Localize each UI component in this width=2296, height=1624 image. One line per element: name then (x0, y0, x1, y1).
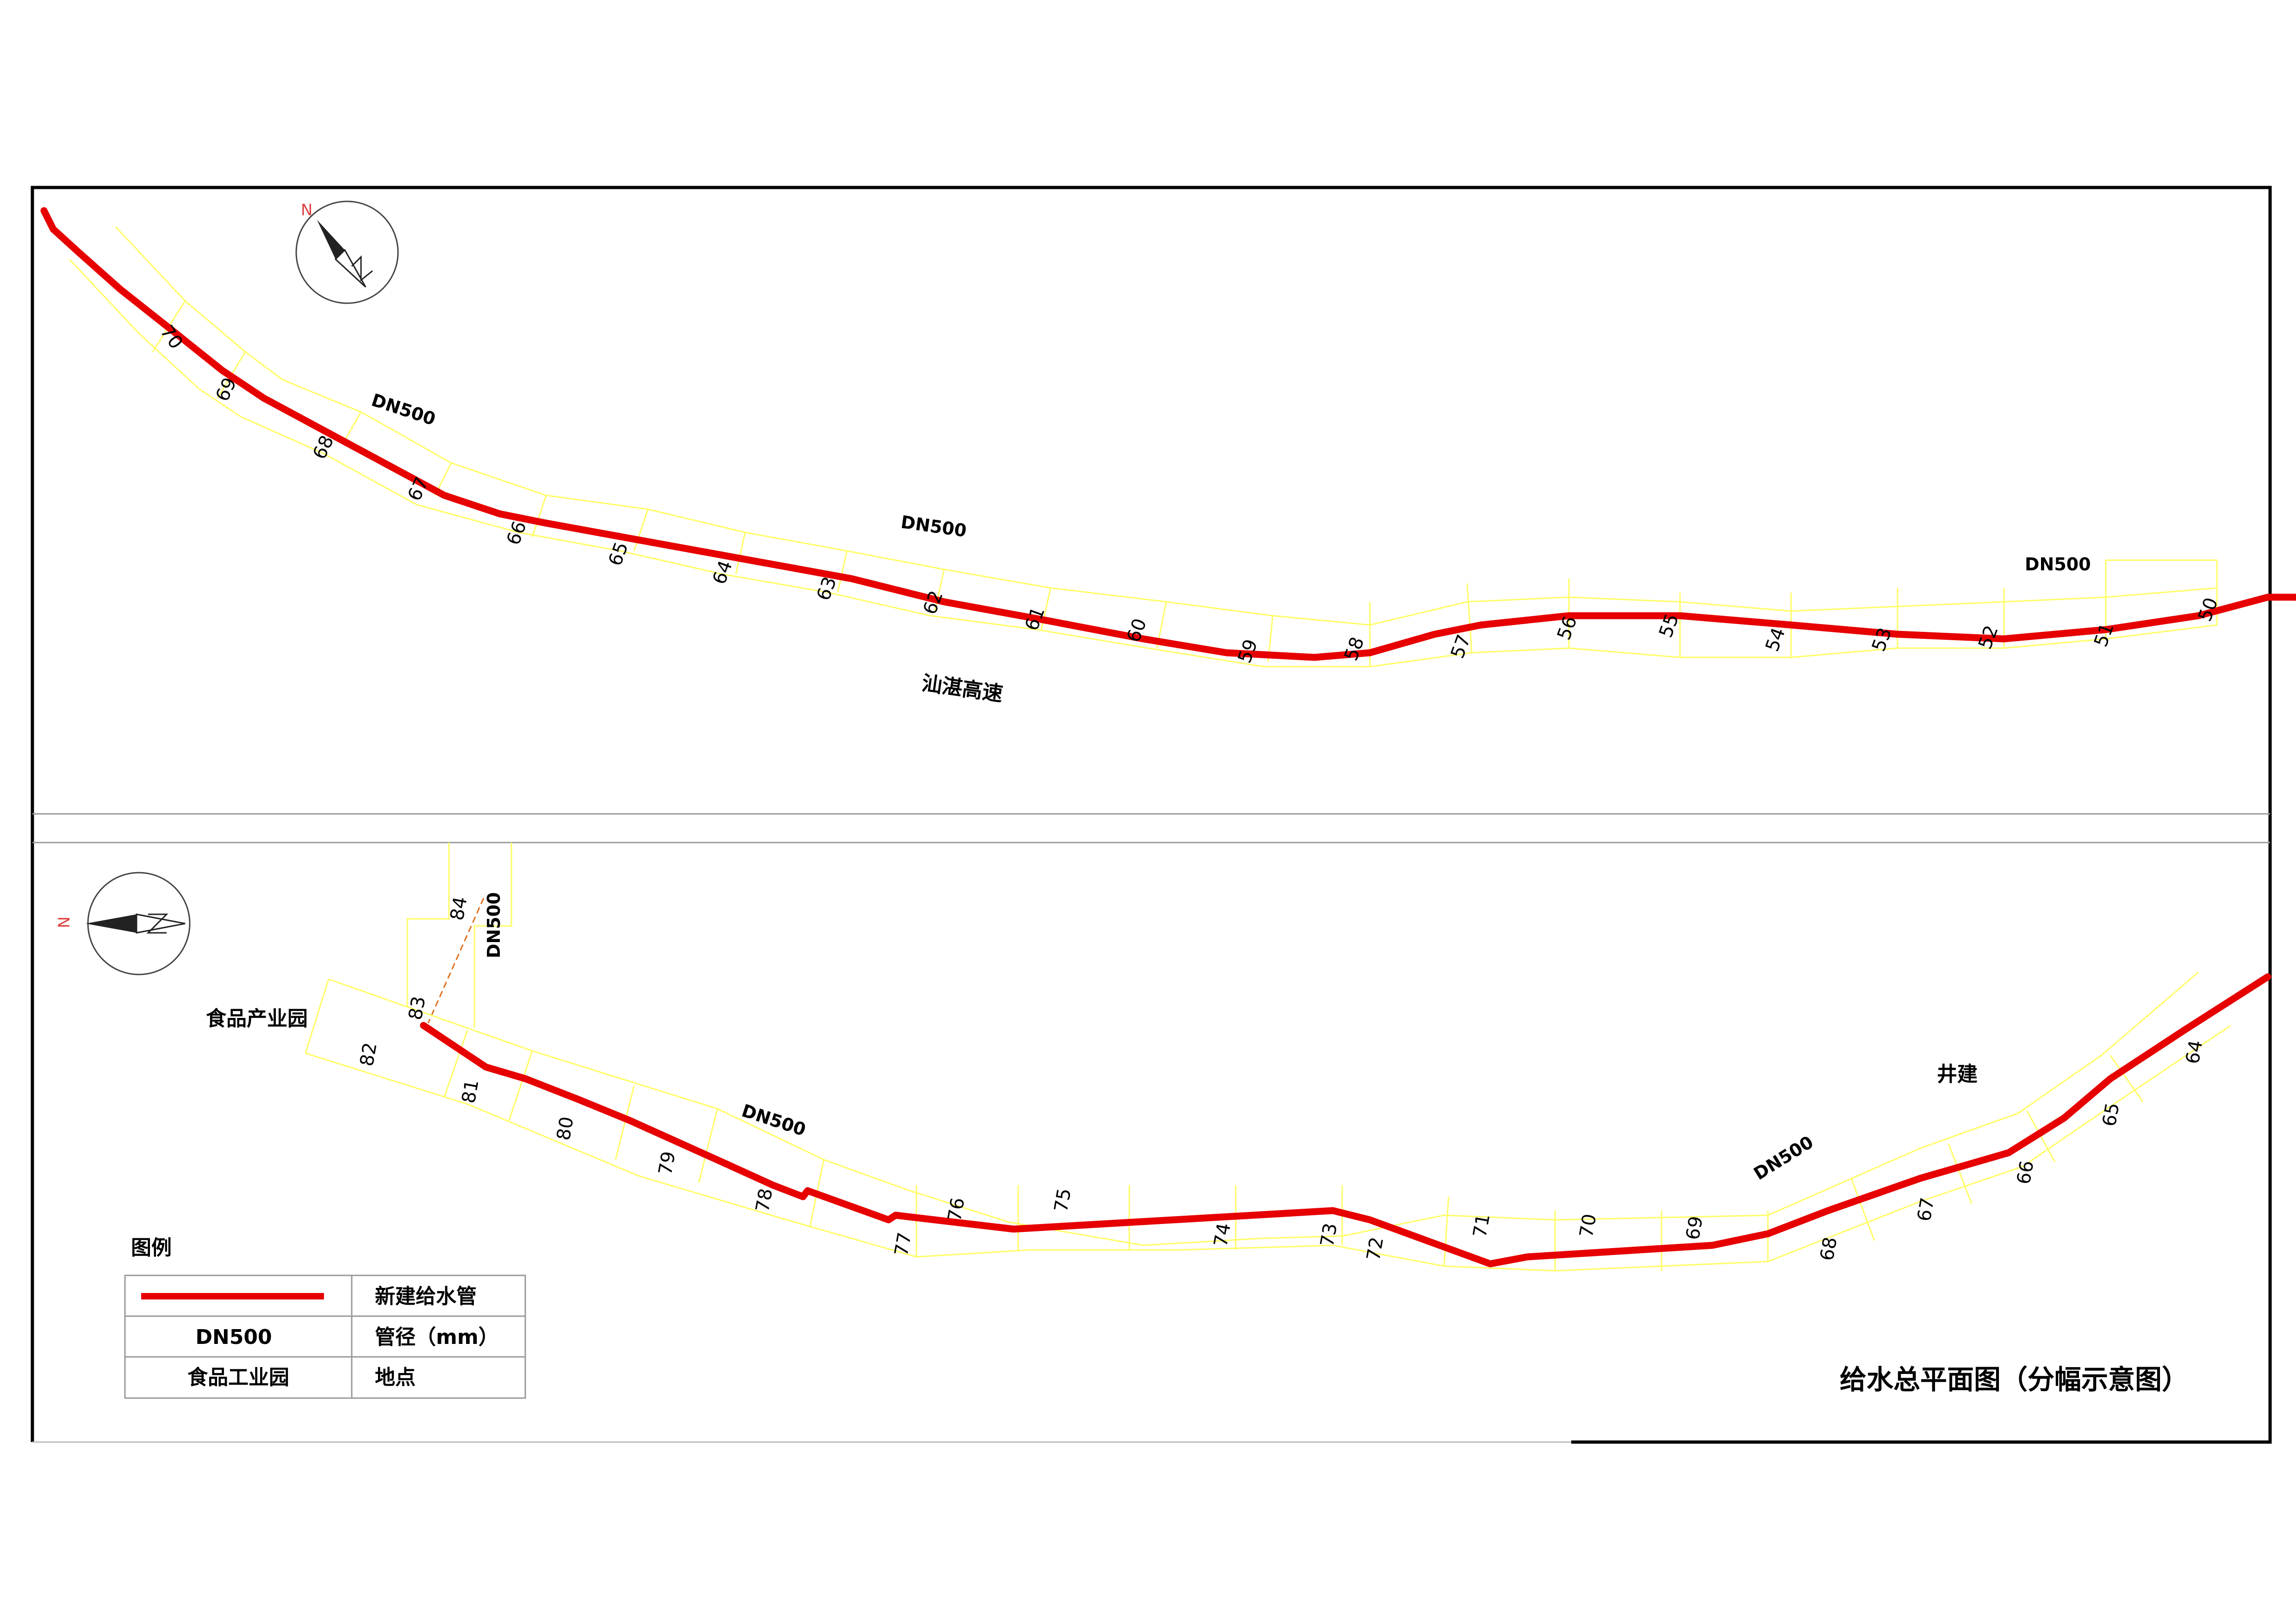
bottom-sheet-number: 76 (944, 1196, 969, 1223)
bottom-sheet-number: 77 (891, 1231, 916, 1258)
bottom-sheet-number: 79 (655, 1150, 680, 1177)
bottom-pipe-label: DN500 (484, 892, 504, 958)
bottom-sheet-number: 81 (458, 1078, 483, 1105)
bottom-sheet-number: 65 (2099, 1101, 2124, 1128)
place-label-food-park: 食品产业园 (206, 1007, 308, 1031)
drawing-title: 给水总平面图（分幅示意图） (1840, 1364, 2189, 1395)
legend-symbol-text: DN500 (195, 1325, 272, 1349)
bottom-sheet-outlines (305, 971, 2231, 1272)
top-sheet-outlines (68, 226, 2218, 668)
top-sheet-number: 58 (1340, 634, 1369, 664)
bottom-panel: 84 83 82 81 80 79 78 77 76 75 74 73 72 7… (55, 843, 2271, 1272)
top-sheet-number: 62 (919, 588, 947, 618)
bottom-sheet-number: 69 (1682, 1215, 1707, 1242)
bottom-sheet-number: 84 (447, 895, 472, 922)
top-sheet-number: 65 (604, 539, 633, 569)
bottom-sheet-number: 75 (1051, 1187, 1076, 1214)
top-sheet-number: 70 (156, 321, 187, 353)
north-letter: N (301, 201, 312, 219)
legend-desc: 新建给水管 (375, 1285, 477, 1308)
bottom-sheet-number: 68 (1817, 1236, 1842, 1262)
bottom-sheet-number: 73 (1317, 1222, 1342, 1249)
bottom-sheet-number: 64 (2182, 1039, 2207, 1066)
legend-desc: 管径（mm） (375, 1325, 499, 1349)
top-sheet-number: 66 (503, 518, 531, 548)
top-sheet-number: 61 (1021, 604, 1049, 634)
top-sheet-numbers: 70 69 68 67 66 65 64 63 62 61 60 59 58 5… (156, 321, 2222, 666)
top-sheet-number: 59 (1234, 637, 1262, 666)
legend: 图例 新建给水管 DN500 管径（mm） 食品工业园 地点 (124, 1236, 526, 1399)
top-sheet-number: 50 (2194, 595, 2222, 625)
bottom-sheet-number: 66 (2013, 1159, 2038, 1186)
top-sheet-number: 51 (2090, 620, 2118, 650)
north-arrow-icon (86, 914, 137, 933)
top-water-pipe (40, 207, 2296, 661)
bottom-sheet-number: 74 (1210, 1222, 1235, 1249)
bottom-pipe-label: DN500 (739, 1100, 808, 1140)
bottom-sheet-number: 72 (1363, 1236, 1388, 1262)
top-sheet-number: 54 (1761, 625, 1790, 655)
bottom-sheet-number: 70 (1576, 1212, 1601, 1239)
legend-desc: 地点 (375, 1366, 416, 1389)
top-panel: 70 69 68 67 66 65 64 63 62 61 60 59 58 5… (40, 200, 2296, 706)
legend-symbol-text: 食品工业园 (187, 1366, 289, 1389)
bottom-water-pipe (420, 973, 2271, 1268)
drawing-frame (31, 186, 2272, 1444)
bottom-sheet-number: 67 (1914, 1196, 1939, 1223)
bottom-sheet-number: 83 (405, 995, 430, 1022)
branch-dash-line (427, 898, 485, 1024)
top-pipe-label: DN500 (900, 512, 968, 541)
top-pipe-label: DN500 (2025, 554, 2091, 575)
top-sheet-number: 64 (709, 558, 737, 587)
top-compass: N (295, 200, 399, 304)
legend-heading: 图例 (131, 1236, 172, 1260)
bottom-sheet-number: 80 (553, 1115, 578, 1142)
bottom-pipe-label: DN500 (1750, 1132, 1817, 1184)
bottom-sheet-number: 82 (356, 1041, 381, 1068)
bottom-compass: N (55, 872, 191, 975)
north-letter: N (55, 917, 74, 928)
place-label-jingjian: 井建 (1937, 1062, 1978, 1086)
bottom-sheet-numbers: 84 83 82 81 80 79 78 77 76 75 74 73 72 7… (356, 895, 2207, 1262)
bottom-sheet-number: 71 (1469, 1212, 1494, 1239)
top-pipe-label: DN500 (369, 390, 438, 430)
bottom-sheet-number: 78 (752, 1187, 777, 1214)
bottom-branch-outline (406, 843, 512, 1028)
road-label: 汕湛高速 (920, 671, 1004, 706)
north-arrow-icon (317, 220, 345, 259)
